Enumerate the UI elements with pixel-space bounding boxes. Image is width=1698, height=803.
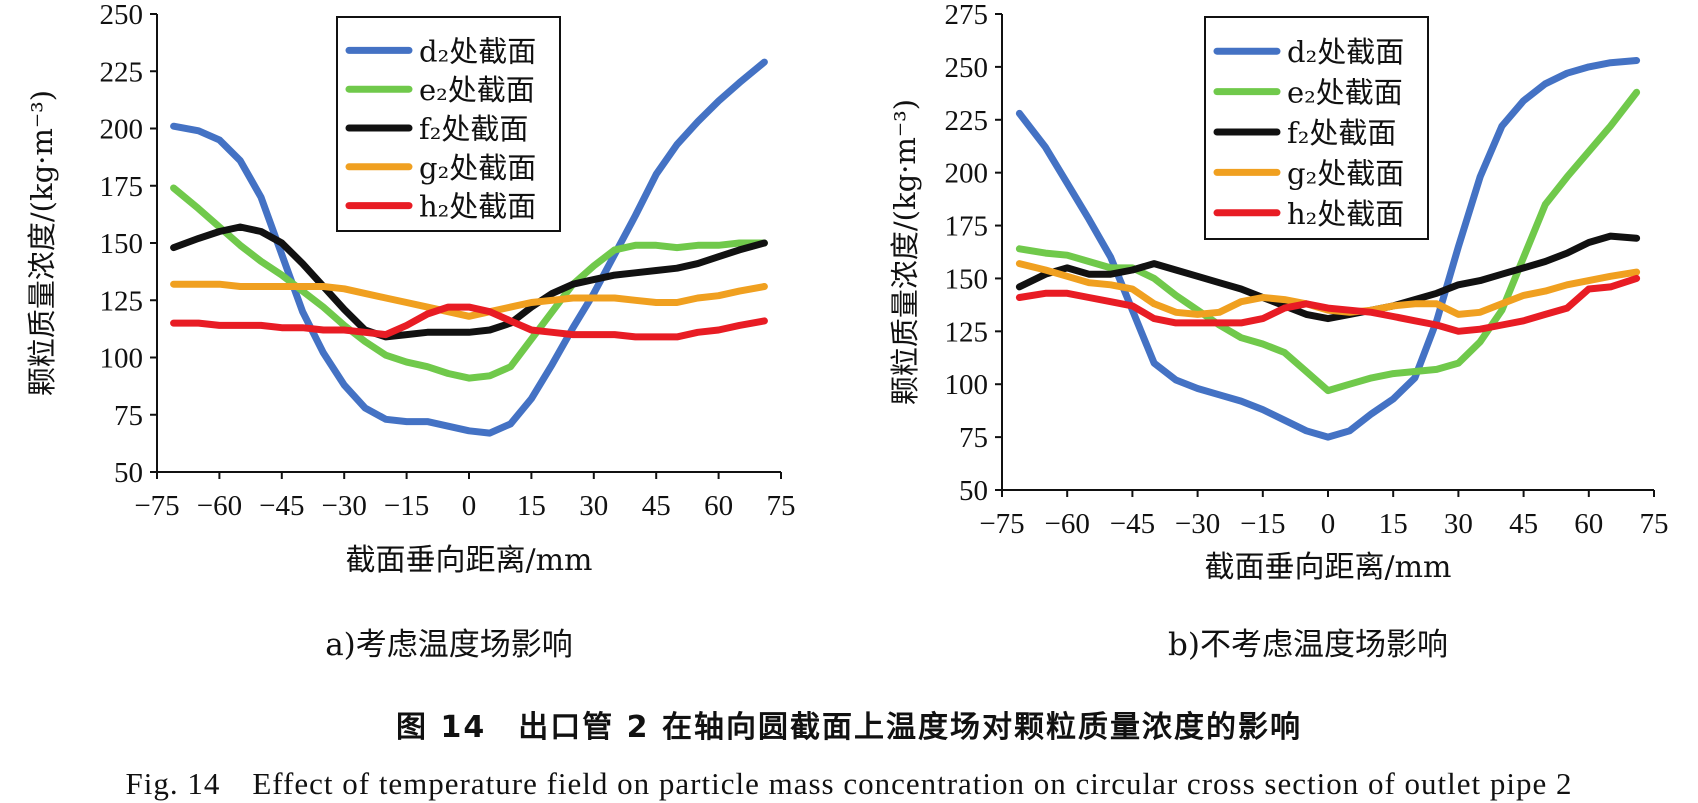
- y-tick-label: 125: [100, 285, 144, 317]
- series-line: [1015, 274, 1641, 335]
- y-tick-label: 150: [945, 263, 989, 295]
- x-axis-title: 截面垂向距离/mm: [345, 543, 592, 578]
- x-tick-label: 0: [462, 490, 477, 522]
- y-tick-label: 250: [100, 0, 144, 31]
- legend-label: e₂处截面: [419, 73, 535, 107]
- x-tick-label: 75: [767, 490, 796, 522]
- x-tick-label: 15: [517, 490, 546, 522]
- x-tick-label: −75: [134, 490, 179, 522]
- legend-label: f₂处截面: [1287, 116, 1396, 150]
- legend-label: g₂处截面: [419, 151, 536, 185]
- y-tick-label: 75: [114, 400, 143, 432]
- x-tick-label: 30: [1444, 508, 1473, 540]
- y-axis-title: 颗粒质量浓度/(kg·m⁻³): [888, 99, 922, 405]
- legend-label: e₂处截面: [1287, 76, 1403, 110]
- x-tick-label: −75: [979, 508, 1024, 540]
- y-tick-label: 275: [945, 0, 989, 31]
- y-tick-label: 150: [100, 228, 144, 260]
- x-tick-label: 45: [1509, 508, 1538, 540]
- x-axis-title: 截面垂向距离/mm: [1204, 550, 1451, 585]
- x-tick-label: 60: [704, 490, 733, 522]
- series-line: [1015, 232, 1641, 323]
- x-tick-label: 60: [1574, 508, 1603, 540]
- x-tick-label: −15: [1240, 508, 1285, 540]
- y-tick-label: 75: [959, 422, 988, 454]
- x-tick-label: 30: [579, 490, 608, 522]
- x-tick-label: −30: [1175, 508, 1220, 540]
- series-line: [170, 280, 768, 320]
- figure-caption-chinese: 图 14 出口管 2 在轴向圆截面上温度场对颗粒质量浓度的影响: [396, 710, 1302, 745]
- y-tick-label: 200: [945, 158, 989, 190]
- x-tick-label: −30: [322, 490, 367, 522]
- y-tick-label: 175: [100, 171, 144, 203]
- x-tick-label: −60: [1045, 508, 1090, 540]
- x-tick-label: 0: [1321, 508, 1336, 540]
- series-line: [170, 223, 768, 341]
- legend-label: d₂处截面: [1287, 35, 1404, 69]
- y-axis-title: 颗粒质量浓度/(kg·m⁻³): [25, 90, 59, 396]
- y-tick-label: 100: [945, 369, 989, 401]
- y-tick-label: 50: [114, 457, 143, 489]
- series-line: [1015, 57, 1641, 441]
- legend-label: h₂处截面: [419, 190, 536, 224]
- y-tick-label: 125: [945, 316, 989, 348]
- x-tick-label: 15: [1379, 508, 1408, 540]
- legend-label: g₂处截面: [1287, 156, 1404, 190]
- x-tick-label: 45: [642, 490, 671, 522]
- figure-caption-english: Fig. 14 Effect of temperature field on p…: [125, 766, 1573, 801]
- series-line: [170, 303, 768, 341]
- legend-label: f₂处截面: [419, 112, 528, 146]
- x-tick-label: −15: [384, 490, 429, 522]
- x-tick-label: −60: [197, 490, 242, 522]
- y-tick-label: 225: [100, 56, 144, 88]
- y-tick-label: 225: [945, 105, 989, 137]
- series-line: [170, 184, 768, 382]
- legend-label: h₂处截面: [1287, 197, 1404, 231]
- x-tick-label: −45: [259, 490, 304, 522]
- chart-subtitle: b)不考虑温度场影响: [1168, 627, 1448, 663]
- y-tick-label: 250: [945, 52, 989, 84]
- y-tick-label: 200: [100, 114, 144, 146]
- x-tick-label: −45: [1110, 508, 1155, 540]
- x-tick-label: 75: [1640, 508, 1669, 540]
- y-tick-label: 100: [100, 343, 144, 375]
- y-tick-label: 175: [945, 211, 989, 243]
- chart-subtitle: a)考虑温度场影响: [325, 627, 573, 663]
- legend-label: d₂处截面: [419, 34, 536, 68]
- y-tick-label: 50: [959, 475, 988, 507]
